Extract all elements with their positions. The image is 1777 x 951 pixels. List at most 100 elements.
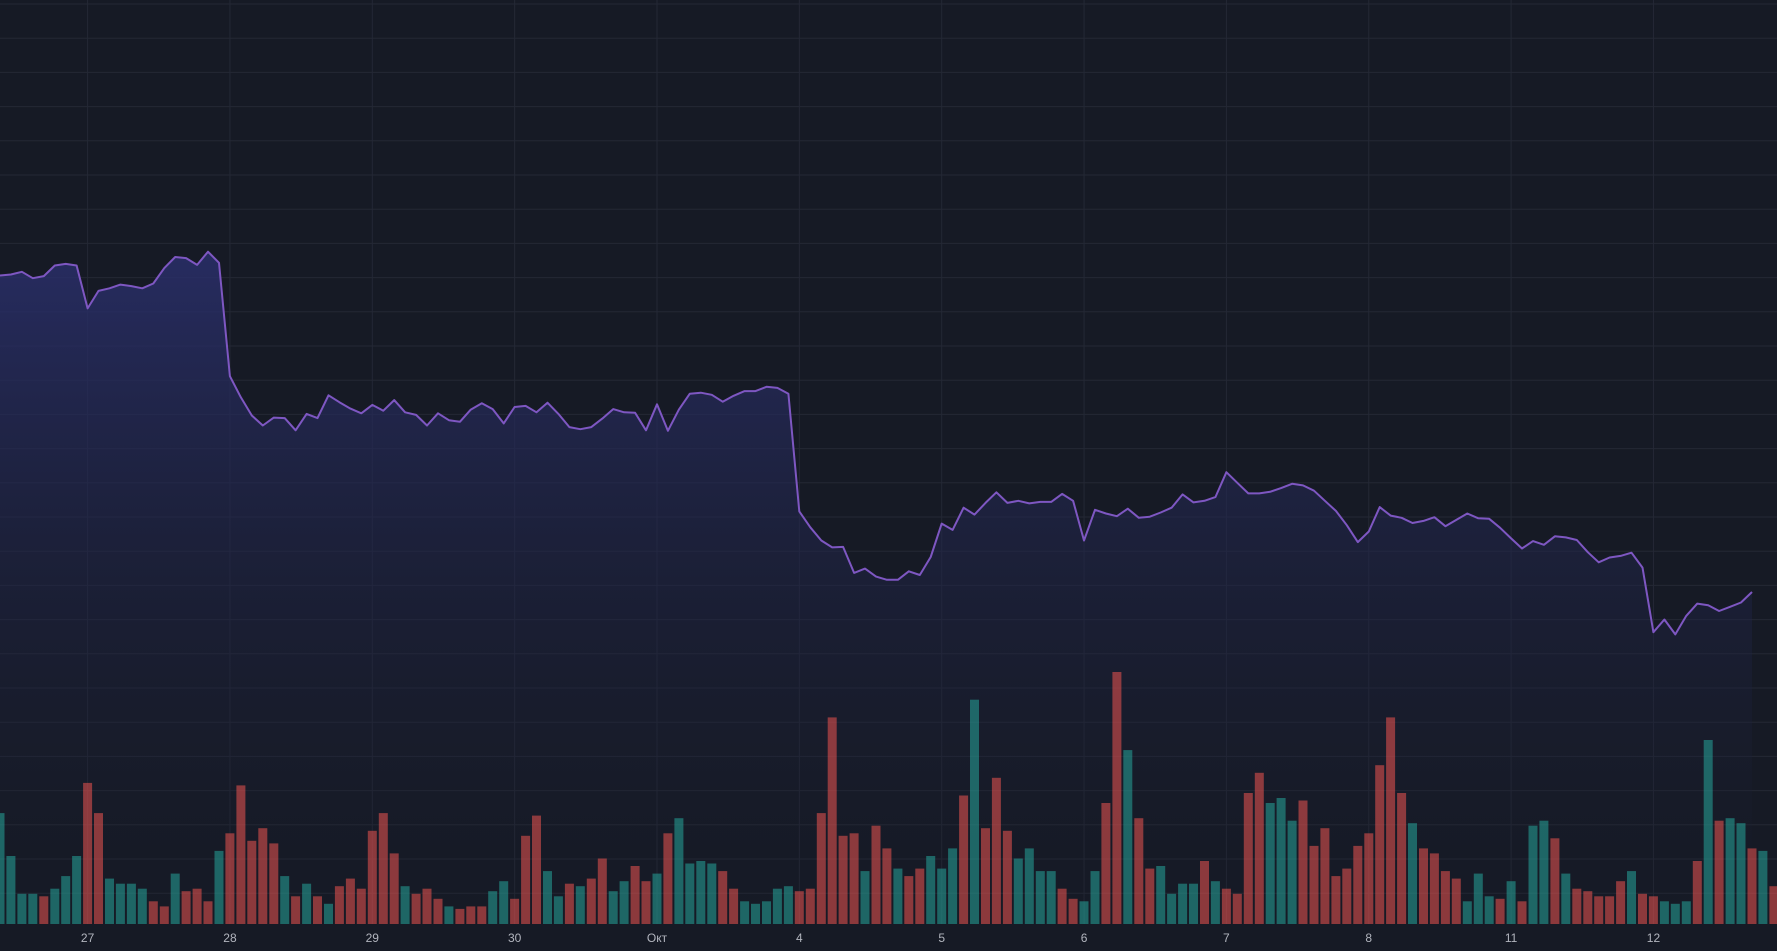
volume-bar (1189, 883, 1198, 924)
volume-bar (236, 785, 246, 924)
volume-bar (1156, 866, 1166, 924)
volume-bar (959, 795, 969, 924)
volume-bar (1068, 898, 1078, 924)
volume-bar (1013, 858, 1023, 924)
volume-bar (696, 861, 706, 924)
volume-bar (543, 871, 552, 924)
time-axis-background (0, 924, 1777, 951)
volume-bar (860, 871, 870, 924)
volume-bar (926, 856, 936, 924)
volume-bar (1528, 825, 1538, 924)
volume-bar (1024, 848, 1034, 924)
price-line (0, 250, 1753, 636)
volume-bar (324, 903, 333, 924)
volume-bar (1309, 845, 1319, 924)
volume-bar (313, 896, 322, 924)
volume-bar (105, 878, 114, 924)
volume-bar (1002, 830, 1012, 924)
volume-bar (1638, 893, 1647, 924)
volume-bar (1462, 901, 1472, 924)
volume-bar (61, 876, 71, 924)
volume-bar (718, 871, 728, 924)
volume-bar (1178, 883, 1188, 924)
volume-bar (1046, 871, 1056, 924)
volume-bar (1572, 888, 1582, 924)
volume-bar (400, 886, 410, 924)
volume-bar (192, 888, 202, 924)
volume-bar (1221, 888, 1231, 924)
volume-bar (39, 896, 49, 924)
volume-bar (751, 903, 760, 924)
volume-bar (1429, 853, 1439, 924)
volume-bar (214, 850, 224, 924)
x-tick-label: 6 (1081, 931, 1088, 945)
volume-bar (94, 813, 103, 924)
volume-bar (302, 883, 312, 924)
volume-bar (126, 883, 136, 924)
volume-bar (575, 886, 585, 924)
volume-bar (137, 888, 147, 924)
volume-bar (937, 868, 947, 924)
volume-bar (729, 888, 739, 924)
volume-bar (1495, 898, 1505, 924)
volume-bar (477, 906, 487, 924)
volume-bar (1243, 793, 1253, 924)
volume-bar (608, 891, 618, 924)
volume-bar (915, 868, 925, 924)
volume-bar (1145, 868, 1155, 924)
volume-bar (1616, 881, 1626, 924)
volume-bar (499, 881, 509, 924)
volume-bar (532, 815, 541, 924)
volume-bar (203, 901, 213, 924)
volume-bar (433, 898, 443, 924)
volume-bar (586, 878, 596, 924)
volume-bar (838, 835, 848, 924)
volume-bar (1736, 823, 1746, 924)
volume-bar (17, 893, 27, 924)
volume-bar (674, 818, 684, 924)
volume-bar (1769, 886, 1777, 924)
volume-bar (1167, 893, 1177, 924)
time-axis[interactable]: 27 28 29 30 Окт 4 5 6 7 8 11 12 (81, 931, 1661, 945)
volume-bar (970, 699, 979, 924)
volume-bar (1539, 820, 1549, 924)
volume-bar (663, 833, 673, 924)
volume-bar (652, 873, 662, 924)
volume-bar (619, 881, 629, 924)
volume-bar (1035, 871, 1045, 924)
volume-bar (1473, 873, 1483, 924)
volume-bar (0, 813, 5, 924)
volume-bar (1375, 765, 1385, 924)
volume-bar (1583, 891, 1593, 924)
volume-bar (258, 828, 268, 924)
volume-bar (1057, 888, 1067, 924)
volume-bar (269, 843, 279, 924)
volume-bar (1758, 850, 1768, 924)
volume-bar (148, 901, 158, 924)
volume-bar (378, 813, 388, 924)
volume-bar (1659, 901, 1669, 924)
x-tick-label: 11 (1505, 931, 1518, 945)
volume-bar (882, 848, 892, 924)
volume-bar (291, 896, 301, 924)
volume-bar (1079, 901, 1089, 924)
volume-bar (1200, 861, 1209, 924)
volume-bar (1451, 878, 1461, 924)
volume-bar (1254, 772, 1264, 924)
x-tick-label: 8 (1365, 931, 1372, 945)
volume-bar (280, 876, 290, 924)
volume-bar (1550, 838, 1560, 924)
volume-bar (849, 833, 859, 924)
volume-bar (1681, 901, 1691, 924)
volume-bar (1561, 873, 1571, 924)
volume-bar (1725, 818, 1735, 924)
volume-bar (740, 901, 750, 924)
volume-bar (1112, 672, 1122, 924)
volume-bar (1594, 896, 1604, 924)
volume-bar (1320, 828, 1330, 924)
volume-bar (334, 886, 344, 924)
volume-bar (1123, 750, 1133, 924)
volume-bar (564, 883, 574, 924)
